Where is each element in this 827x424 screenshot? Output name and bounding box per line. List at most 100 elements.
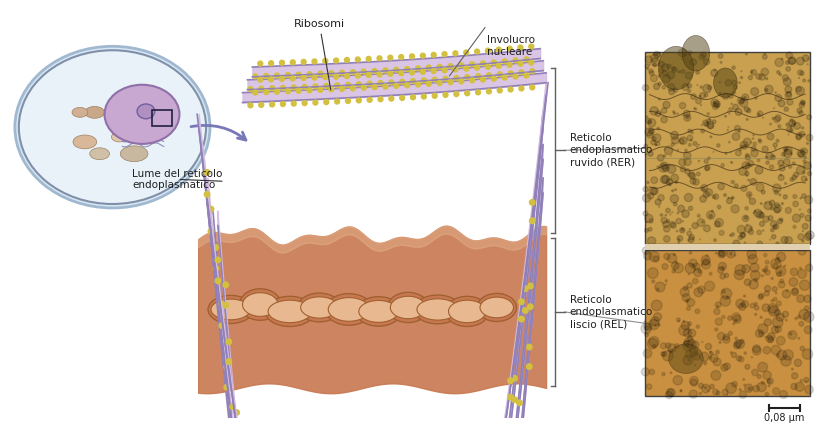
Circle shape	[739, 167, 747, 176]
Circle shape	[773, 225, 777, 229]
Circle shape	[697, 219, 705, 226]
Circle shape	[696, 146, 697, 148]
Circle shape	[688, 206, 693, 210]
Circle shape	[741, 71, 742, 72]
Circle shape	[431, 53, 436, 57]
Text: 0,08 μm: 0,08 μm	[764, 413, 805, 423]
Circle shape	[264, 89, 269, 95]
Circle shape	[649, 71, 654, 75]
Circle shape	[731, 196, 734, 199]
Circle shape	[767, 379, 771, 383]
Circle shape	[774, 205, 782, 212]
Circle shape	[748, 75, 753, 80]
Circle shape	[792, 214, 801, 222]
Circle shape	[513, 74, 518, 79]
Circle shape	[713, 101, 715, 104]
Circle shape	[755, 166, 763, 174]
Circle shape	[669, 89, 675, 95]
Circle shape	[662, 176, 670, 183]
Circle shape	[773, 143, 777, 147]
Circle shape	[409, 70, 414, 75]
Circle shape	[747, 249, 757, 259]
Circle shape	[710, 351, 711, 353]
Circle shape	[665, 280, 667, 282]
Circle shape	[356, 98, 361, 103]
Circle shape	[714, 239, 716, 241]
Circle shape	[688, 51, 692, 55]
Circle shape	[673, 88, 677, 92]
Circle shape	[688, 274, 690, 275]
Ellipse shape	[328, 298, 370, 321]
Circle shape	[765, 270, 770, 275]
Circle shape	[782, 75, 788, 81]
Circle shape	[661, 218, 667, 223]
Circle shape	[790, 178, 794, 181]
Circle shape	[683, 321, 685, 322]
Circle shape	[711, 210, 713, 212]
Circle shape	[696, 98, 701, 104]
Circle shape	[791, 373, 798, 379]
Circle shape	[742, 94, 748, 101]
Circle shape	[739, 391, 747, 398]
Circle shape	[507, 62, 512, 67]
Circle shape	[808, 80, 810, 82]
Circle shape	[802, 171, 805, 174]
Circle shape	[759, 293, 764, 298]
Circle shape	[665, 215, 667, 216]
Circle shape	[777, 257, 779, 259]
Circle shape	[741, 304, 743, 306]
Circle shape	[784, 149, 791, 158]
Circle shape	[324, 84, 329, 88]
Circle shape	[678, 320, 680, 321]
Circle shape	[687, 89, 691, 93]
Circle shape	[219, 301, 225, 307]
Circle shape	[772, 184, 781, 192]
Circle shape	[658, 195, 664, 201]
Circle shape	[648, 227, 652, 231]
Circle shape	[652, 280, 655, 283]
Circle shape	[765, 89, 767, 92]
Circle shape	[764, 291, 769, 296]
Circle shape	[791, 153, 792, 154]
Circle shape	[798, 338, 800, 339]
Circle shape	[739, 131, 740, 132]
Circle shape	[296, 72, 301, 77]
Circle shape	[700, 105, 701, 106]
Circle shape	[764, 201, 772, 209]
Circle shape	[680, 103, 686, 109]
Circle shape	[793, 201, 798, 206]
Circle shape	[785, 92, 791, 98]
Circle shape	[643, 247, 650, 254]
Circle shape	[766, 335, 773, 342]
Circle shape	[745, 225, 753, 232]
Circle shape	[804, 312, 814, 322]
Circle shape	[797, 108, 802, 113]
Circle shape	[778, 125, 781, 128]
Circle shape	[722, 290, 725, 293]
Circle shape	[688, 143, 691, 146]
Circle shape	[528, 283, 533, 289]
Circle shape	[689, 359, 691, 361]
Circle shape	[697, 214, 700, 217]
Circle shape	[730, 351, 732, 353]
Circle shape	[649, 219, 653, 223]
Circle shape	[735, 319, 737, 321]
Ellipse shape	[414, 295, 461, 324]
Circle shape	[763, 269, 767, 272]
Circle shape	[658, 82, 661, 86]
Circle shape	[696, 325, 700, 328]
Circle shape	[741, 145, 743, 148]
Circle shape	[785, 148, 787, 151]
Circle shape	[766, 203, 767, 204]
Circle shape	[802, 349, 813, 359]
Circle shape	[762, 275, 763, 277]
Circle shape	[676, 261, 677, 263]
Circle shape	[701, 260, 710, 269]
Circle shape	[742, 265, 750, 273]
Circle shape	[675, 189, 676, 191]
Circle shape	[767, 333, 775, 340]
Circle shape	[772, 234, 776, 239]
Circle shape	[700, 87, 701, 89]
Circle shape	[739, 149, 741, 151]
Circle shape	[767, 133, 774, 140]
